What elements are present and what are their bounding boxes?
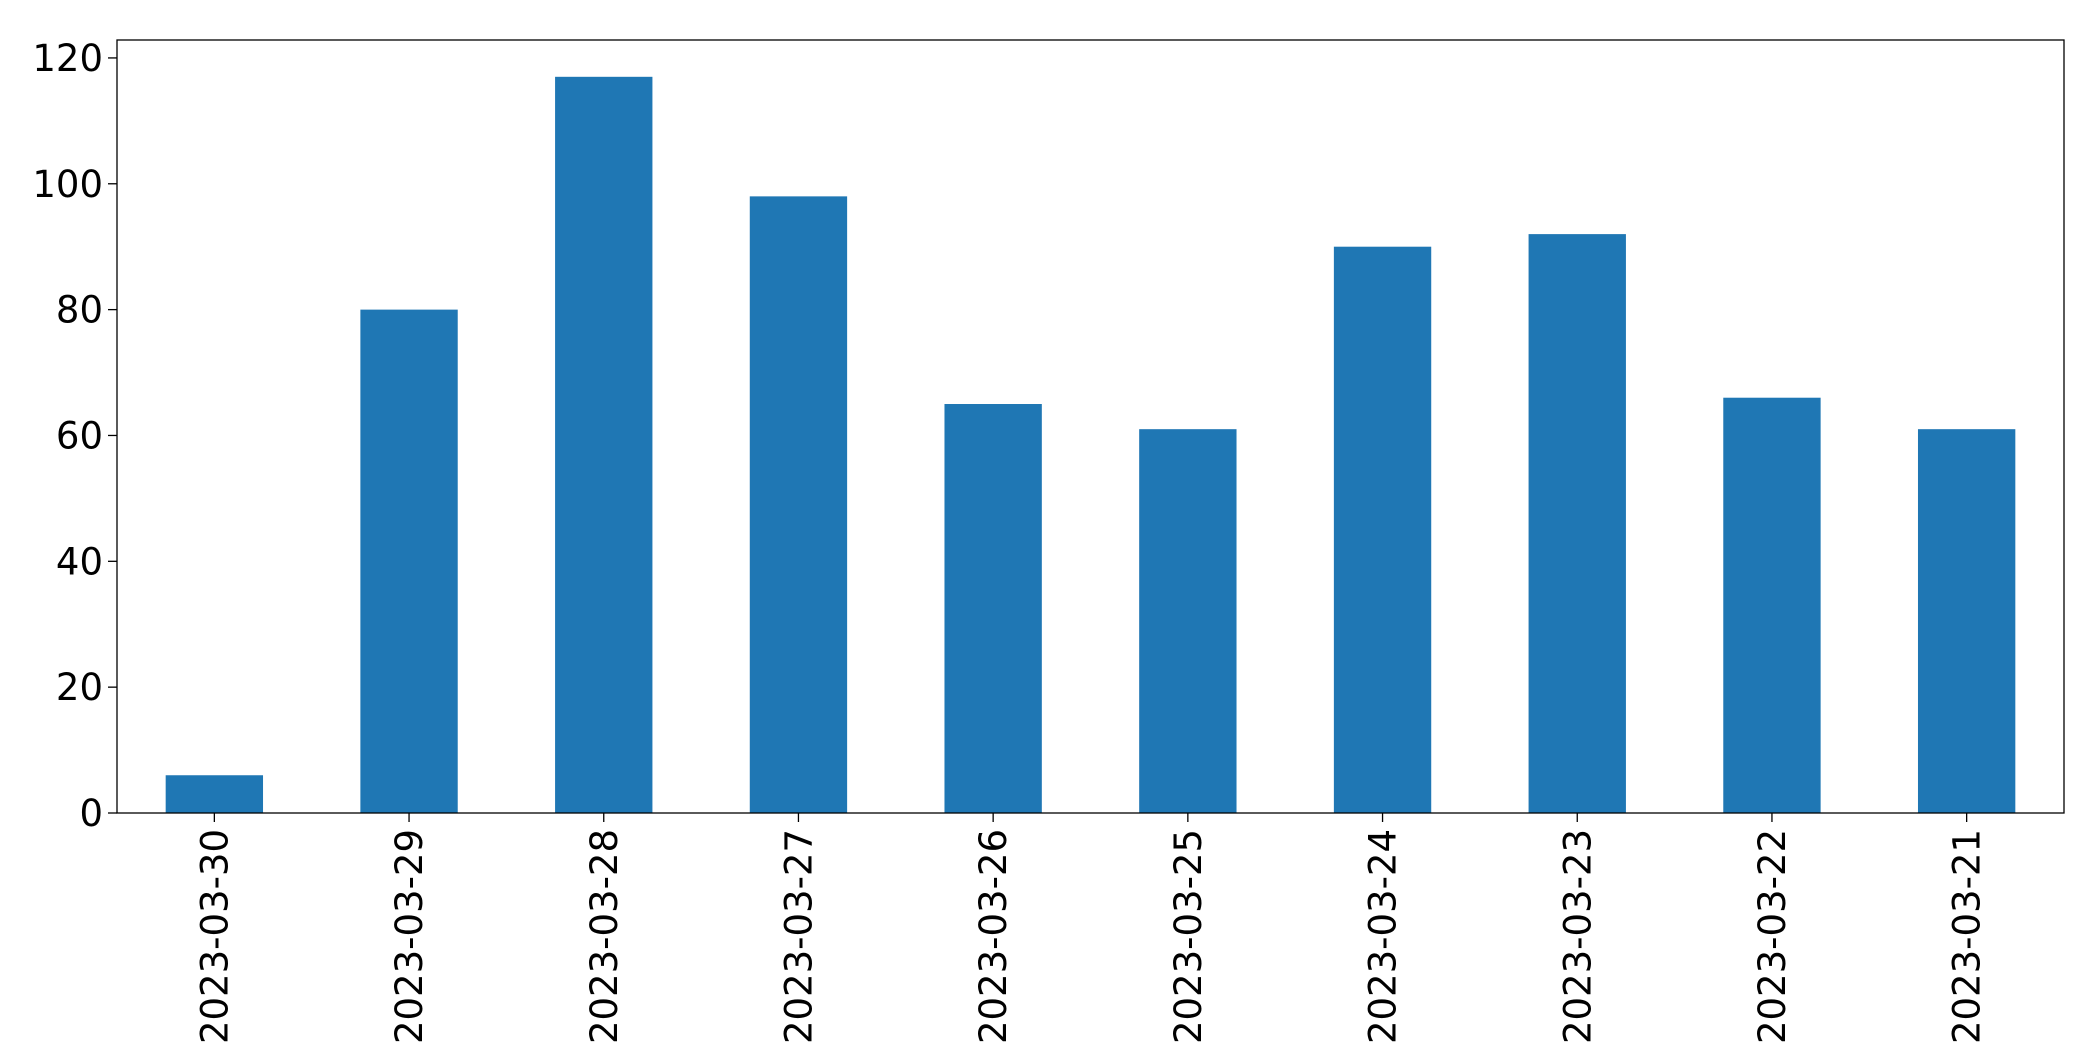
bar [1528,234,1626,814]
y-tick-label: 120 [32,37,103,80]
x-tick-label: 2023-03-23 [1556,829,1599,1044]
y-tick-label: 60 [56,414,103,457]
x-tick-label: 2023-03-22 [1751,829,1794,1044]
y-tick-label: 80 [56,289,103,332]
x-tick-label: 2023-03-26 [972,829,1015,1044]
y-tick-label: 0 [79,792,103,835]
x-tick-label: 2023-03-24 [1362,829,1405,1044]
x-tick-label: 2023-03-28 [583,829,626,1044]
bar [1333,246,1432,813]
y-tick-label: 20 [56,666,103,709]
y-tick-label: 100 [32,163,103,206]
bar [555,76,653,814]
x-tick-label: 2023-03-21 [1946,829,1989,1044]
x-tick-label: 2023-03-27 [777,829,820,1044]
plot-frame [116,39,2065,814]
x-tick-label: 2023-03-25 [1167,829,1210,1044]
x-tick-label: 2023-03-30 [193,829,236,1044]
bar [1917,429,2016,813]
y-tick-label: 40 [56,540,103,583]
bar [360,309,458,813]
bar [165,775,264,813]
bar [944,404,1042,813]
bar [1723,397,1821,813]
x-tick-label: 2023-03-29 [388,829,431,1044]
bar [749,196,848,813]
bar [1139,429,1237,813]
